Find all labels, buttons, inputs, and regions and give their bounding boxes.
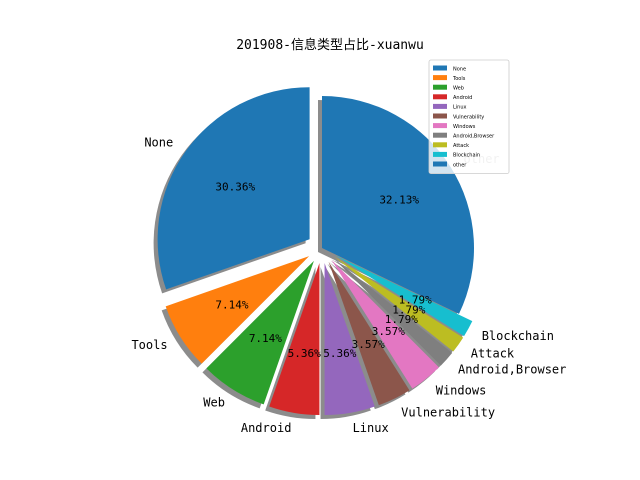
slice-web bbox=[206, 260, 314, 405]
slice-none bbox=[157, 87, 310, 290]
label-vulnerability: Vulnerability bbox=[401, 405, 495, 419]
legend-swatch-blockchain bbox=[433, 151, 447, 157]
legend-swatch-vulnerability bbox=[433, 113, 447, 119]
percent-vulnerability: 3.57% bbox=[352, 338, 385, 351]
percent-android-browser: 1.79% bbox=[385, 313, 418, 326]
legend-label-blockchain: Blockchain bbox=[453, 153, 480, 159]
percent-android: 5.36% bbox=[288, 347, 321, 360]
slice-vulnerability bbox=[328, 261, 410, 406]
legend-swatch-linux bbox=[433, 103, 447, 109]
label-none: None bbox=[144, 135, 173, 149]
legend-label-linux: Linux bbox=[453, 105, 467, 111]
legend-label-windows: Windows bbox=[453, 124, 476, 130]
legend-swatch-attack bbox=[433, 142, 447, 148]
slice-android bbox=[269, 262, 320, 415]
legend-swatch-tools bbox=[433, 75, 447, 81]
slice-windows bbox=[331, 259, 439, 389]
slice-tools bbox=[165, 256, 310, 364]
label-windows: Windows bbox=[436, 384, 487, 398]
label-android-browser: Android,Browser bbox=[458, 363, 566, 377]
percent-blockchain: 1.79% bbox=[399, 293, 432, 306]
legend-label-attack: Attack bbox=[453, 143, 469, 149]
legend-label-android: Android bbox=[453, 95, 472, 101]
legend-swatch-windows bbox=[433, 123, 447, 129]
legend-label-vulnerability: Vulnerability bbox=[453, 114, 484, 120]
legend-frame bbox=[428, 59, 510, 174]
label-linux: Linux bbox=[353, 421, 389, 435]
legend-label-web: Web bbox=[453, 86, 464, 92]
percent-other: 32.13% bbox=[379, 193, 419, 206]
label-blockchain: Blockchain bbox=[482, 329, 554, 343]
legend: None Tools Web Android Linux Vulnerability Win… bbox=[428, 59, 510, 174]
percent-linux: 5.36% bbox=[323, 347, 356, 360]
percent-none: 30.36% bbox=[215, 180, 255, 193]
legend-swatch-web bbox=[433, 84, 447, 90]
label-attack: Attack bbox=[471, 346, 515, 360]
percent-web: 7.14% bbox=[249, 332, 282, 345]
chart-title: 201908-信息类型占比-xuanwu bbox=[236, 37, 424, 53]
legend-label-none: None bbox=[453, 66, 466, 72]
percent-tools: 7.14% bbox=[215, 299, 248, 312]
legend-label-other: other bbox=[453, 162, 467, 168]
slice-linux bbox=[324, 262, 375, 415]
legend-label-tools: Tools bbox=[452, 76, 466, 82]
slice-android-browser bbox=[333, 258, 453, 366]
legend-swatch-none bbox=[433, 65, 447, 71]
legend-label-android-browser: Android,Browser bbox=[453, 134, 495, 140]
legend-swatch-other bbox=[433, 161, 447, 167]
slice-blockchain bbox=[335, 255, 473, 337]
percent-attack: 1.79% bbox=[392, 304, 425, 317]
legend-swatch-android bbox=[433, 94, 447, 100]
label-web: Web bbox=[203, 395, 225, 409]
slice-attack bbox=[334, 256, 464, 352]
label-android: Android bbox=[241, 421, 292, 435]
percent-windows: 3.57% bbox=[372, 325, 405, 338]
label-tools: Tools bbox=[131, 338, 167, 352]
legend-swatch-android-browser bbox=[433, 132, 447, 138]
